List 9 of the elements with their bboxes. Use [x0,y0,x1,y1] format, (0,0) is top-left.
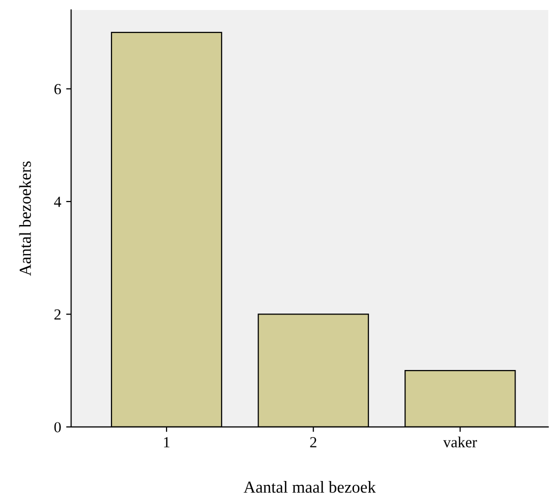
y-tick-label: 4 [54,196,62,207]
x-tick-label: 2 [310,437,316,448]
x-axis-title: Aantal maal bezoek [244,481,376,493]
y-tick-label: 6 [54,84,61,94]
x-tick-label: vaker [443,436,477,448]
y-tick-label: 2 [54,309,61,320]
y-axis-title: Aantal bezoekers [19,161,31,276]
x-tick-label: 1 [164,437,170,448]
y-tick-label: 0 [54,422,61,432]
